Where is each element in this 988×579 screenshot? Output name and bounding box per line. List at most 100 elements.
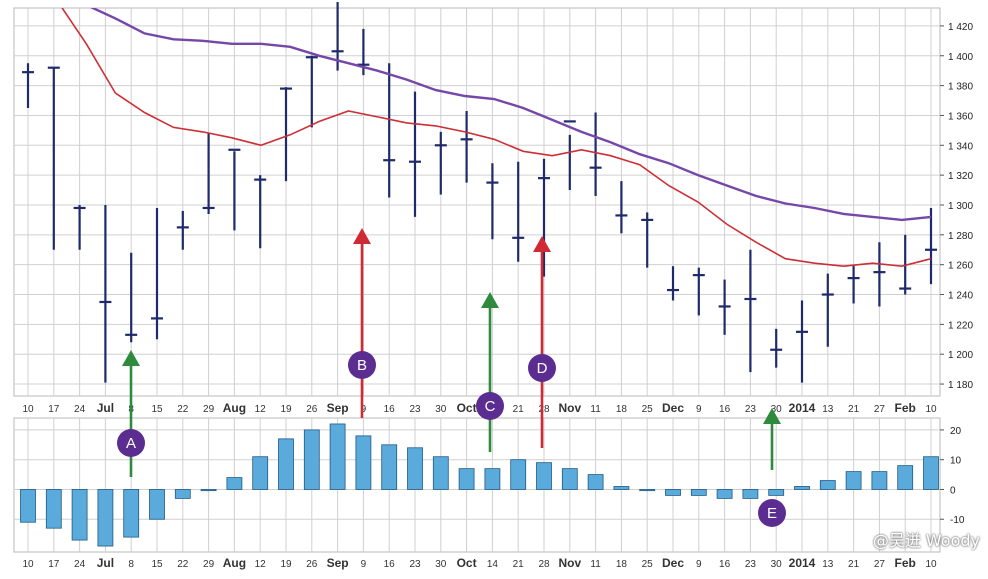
- oscillator-bar: [845, 471, 862, 490]
- x-tick-label: 10: [22, 404, 34, 415]
- marker-circle: [117, 429, 145, 457]
- x-tick-label: 27: [874, 559, 886, 570]
- y-tick-label: 1 180: [948, 380, 973, 391]
- price-bar: [409, 91, 421, 217]
- oscillator-bar: [407, 447, 423, 490]
- marker-circle: [348, 351, 376, 379]
- y-tick-label: 10: [950, 456, 962, 467]
- arrow-b: [353, 228, 371, 418]
- x-tick-label: Oct: [457, 556, 477, 570]
- price-bar: [73, 204, 86, 250]
- price-bar: [563, 120, 576, 191]
- x-tick-label: 12: [255, 404, 267, 415]
- oscillator-bar: [123, 489, 140, 538]
- arrow-a: [122, 350, 140, 477]
- x-tick-label: 12: [255, 559, 267, 570]
- arrow-d: [533, 236, 551, 448]
- x-tick-label: 24: [74, 404, 86, 415]
- marker-circle: [758, 499, 786, 527]
- oscillator-panel-frame: [13, 417, 941, 553]
- price-bar: [99, 204, 112, 383]
- y-tick-label: 1 320: [948, 171, 973, 182]
- annotations: A B C D E: [117, 228, 786, 527]
- ema-long-line: [89, 8, 932, 222]
- oscillator-bars: [20, 423, 939, 547]
- price-bar: [176, 210, 189, 250]
- oscillator-bar: [510, 459, 527, 490]
- marker-label: B: [357, 357, 367, 374]
- price-bar: [486, 163, 499, 240]
- price-bar: [254, 175, 267, 249]
- marker-circle: [476, 392, 504, 420]
- x-tick-label: 30: [771, 404, 783, 415]
- x-tick-label: 9: [696, 559, 702, 570]
- x-tick-label: 30: [435, 559, 447, 570]
- price-bar: [538, 158, 550, 277]
- price-bar: [847, 264, 860, 304]
- x-tick-label: 9: [696, 404, 702, 415]
- x-tick-label: 24: [74, 559, 86, 570]
- oscillator-bar: [768, 489, 785, 496]
- price-bar: [589, 112, 602, 197]
- price-bar: [873, 242, 886, 307]
- price-bar: [796, 300, 808, 383]
- oscillator-bar: [149, 489, 165, 520]
- oscillator-bar: [174, 489, 191, 499]
- y-tick-label: 1 280: [948, 231, 973, 242]
- x-tick-label: 9: [361, 559, 367, 570]
- x-tick-label: 28: [538, 404, 550, 415]
- oscillator-bar: [329, 423, 346, 490]
- oscillator-bar: [690, 489, 707, 496]
- x-tick-label: Jul: [97, 556, 114, 570]
- x-tick-label: 30: [771, 559, 783, 570]
- x-tick-label: Dec: [662, 556, 684, 570]
- oscillator-bar: [484, 468, 501, 490]
- oscillator-bar: [226, 477, 243, 490]
- arrow-c: [481, 292, 499, 452]
- x-tick-label: 26: [306, 559, 318, 570]
- x-tick-label: 19: [280, 559, 292, 570]
- x-tick-label: 17: [48, 404, 60, 415]
- marker-d: D: [528, 354, 556, 382]
- price-bar: [47, 66, 60, 250]
- oscillator-bar: [458, 468, 475, 490]
- price-bar: [615, 181, 628, 234]
- y-tick-label: 1 360: [948, 111, 973, 122]
- x-tick-label: 16: [384, 404, 396, 415]
- x-tick-label: 18: [616, 404, 628, 415]
- arrow-head: [481, 292, 499, 308]
- x-tick-label: 10: [925, 404, 937, 415]
- price-bar: [125, 252, 138, 343]
- price-bar: [305, 55, 318, 128]
- oscillator-bar: [639, 489, 656, 492]
- price-bar: [151, 207, 163, 340]
- x-tick-label: 23: [409, 404, 421, 415]
- y-tick-label: 0: [950, 485, 956, 496]
- price-bar: [821, 273, 834, 347]
- x-tick-label: 16: [719, 559, 731, 570]
- y-tick-label: 1 340: [948, 141, 973, 152]
- x-tick-label: 2014: [789, 556, 816, 570]
- x-tick-label: 10: [925, 559, 937, 570]
- x-tick-label: Aug: [223, 401, 246, 415]
- price-bar: [770, 328, 783, 368]
- oscillator-bar: [20, 489, 36, 523]
- marker-label: E: [767, 505, 777, 522]
- x-tick-label: 17: [48, 559, 60, 570]
- x-tick-label: 21: [848, 559, 860, 570]
- x-tick-label: Oct: [457, 401, 477, 415]
- x-tick-label: 26: [306, 404, 318, 415]
- marker-a: A: [117, 429, 145, 457]
- price-bar: [692, 267, 705, 316]
- marker-label: C: [485, 398, 496, 415]
- oscillator-bar: [794, 486, 810, 490]
- x-tick-label: 8: [128, 559, 134, 570]
- x-tick-label: 21: [513, 559, 525, 570]
- price-bar: [641, 212, 654, 268]
- bottom-x-axis-labels: 10 17 24 Jul 8 15 22 29 Aug 12 19 26 Sep 9 16 23 30 Oct 14…: [22, 556, 937, 570]
- x-tick-label: 30: [435, 404, 447, 415]
- oscillator-bar: [97, 489, 114, 547]
- oscillator-bar: [613, 486, 630, 490]
- x-tick-label: 21: [513, 404, 525, 415]
- price-bar: [512, 161, 525, 262]
